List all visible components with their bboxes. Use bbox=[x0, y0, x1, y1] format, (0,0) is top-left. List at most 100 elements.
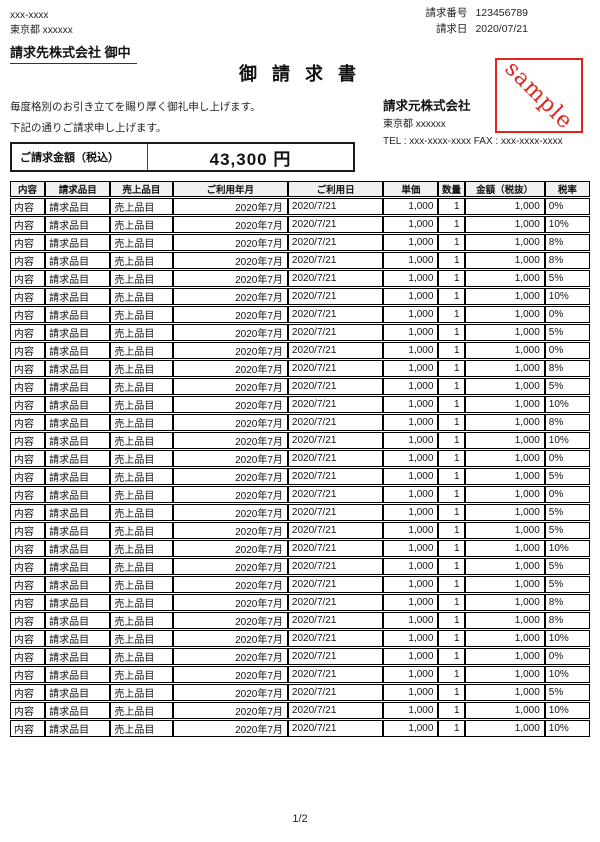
table-cell: 売上品目 bbox=[110, 594, 173, 611]
table-cell: 2020/7/21 bbox=[287, 198, 384, 215]
table-cell: 内容 bbox=[10, 486, 46, 503]
table-cell: 請求品目 bbox=[45, 522, 111, 539]
table-cell: 売上品目 bbox=[110, 342, 173, 359]
table-cell: 1,000 bbox=[464, 540, 545, 557]
table-cell: 2020年7月 bbox=[172, 720, 288, 737]
table-cell: 売上品目 bbox=[110, 684, 173, 701]
table-cell: 内容 bbox=[10, 540, 46, 557]
table-cell: 2020年7月 bbox=[172, 612, 288, 629]
table-cell: 2020年7月 bbox=[172, 468, 288, 485]
table-cell: 2020年7月 bbox=[172, 396, 288, 413]
table-cell: 2020/7/21 bbox=[287, 720, 384, 737]
table-cell: 8% bbox=[544, 252, 590, 269]
items-table-wrap: 内容 請求品目 売上品目 ご利用年月 ご利用日 単価 数量 金額（税抜） 税率 … bbox=[10, 180, 590, 738]
table-row: 内容 請求品目 売上品目 2020年7月 2020/7/21 1,000 1 1,000 5% bbox=[10, 378, 590, 395]
table-cell: 2020年7月 bbox=[172, 342, 288, 359]
table-row: 内容 請求品目 売上品目 2020年7月 2020/7/21 1,000 1 1,000 10% bbox=[10, 540, 590, 557]
table-cell: 1 bbox=[438, 198, 465, 215]
table-cell: 売上品目 bbox=[110, 666, 173, 683]
table-cell: 請求品目 bbox=[45, 216, 111, 233]
table-cell: 2020/7/21 bbox=[287, 468, 384, 485]
table-cell: 請求品目 bbox=[45, 288, 111, 305]
table-cell: 2020年7月 bbox=[172, 234, 288, 251]
table-cell: 1,000 bbox=[464, 234, 545, 251]
table-cell: 1 bbox=[438, 702, 465, 719]
table-cell: 2020/7/21 bbox=[287, 630, 384, 647]
table-cell: 2020/7/21 bbox=[287, 702, 384, 719]
table-cell: 10% bbox=[544, 666, 590, 683]
table-cell: 2020/7/21 bbox=[287, 306, 384, 323]
table-cell: 内容 bbox=[10, 504, 46, 521]
table-cell: 2020年7月 bbox=[172, 630, 288, 647]
greeting-block: 毎度格別のお引き立てを賜り厚く御礼申し上げます。 下記の通りご請求申し上げます。 bbox=[10, 97, 261, 139]
table-cell: 0% bbox=[544, 198, 590, 215]
table-cell: 請求品目 bbox=[45, 360, 111, 377]
table-cell: 2020/7/21 bbox=[287, 270, 384, 287]
table-cell: 0% bbox=[544, 450, 590, 467]
table-cell: 1,000 bbox=[383, 702, 439, 719]
column-header-content: 内容 bbox=[10, 181, 46, 197]
table-cell: 1 bbox=[438, 630, 465, 647]
table-row: 内容 請求品目 売上品目 2020年7月 2020/7/21 1,000 1 1,000 5% bbox=[10, 324, 590, 341]
table-cell: 売上品目 bbox=[110, 252, 173, 269]
items-table: 内容 請求品目 売上品目 ご利用年月 ご利用日 単価 数量 金額（税抜） 税率 … bbox=[10, 180, 590, 738]
table-cell: 0% bbox=[544, 648, 590, 665]
table-cell: 請求品目 bbox=[45, 612, 111, 629]
table-cell: 1 bbox=[438, 720, 465, 737]
table-cell: 請求品目 bbox=[45, 450, 111, 467]
table-cell: 1 bbox=[438, 486, 465, 503]
table-cell: 請求品目 bbox=[45, 270, 111, 287]
invoice-date-value: 2020/07/21 bbox=[475, 23, 528, 35]
table-cell: 1 bbox=[438, 648, 465, 665]
table-row: 内容 請求品目 売上品目 2020年7月 2020/7/21 1,000 1 1,000 5% bbox=[10, 522, 590, 539]
table-cell: 0% bbox=[544, 306, 590, 323]
table-cell: 2020年7月 bbox=[172, 360, 288, 377]
table-cell: 1 bbox=[438, 450, 465, 467]
table-cell: 5% bbox=[544, 504, 590, 521]
table-cell: 内容 bbox=[10, 288, 46, 305]
table-cell: 請求品目 bbox=[45, 324, 111, 341]
table-row: 内容 請求品目 売上品目 2020年7月 2020/7/21 1,000 1 1,000 10% bbox=[10, 432, 590, 449]
table-cell: 1,000 bbox=[383, 360, 439, 377]
greeting-line-2: 下記の通りご請求申し上げます。 bbox=[10, 122, 167, 134]
table-cell: 内容 bbox=[10, 720, 46, 737]
table-cell: 1,000 bbox=[383, 576, 439, 593]
table-cell: 売上品目 bbox=[110, 612, 173, 629]
column-header-unit-price: 単価 bbox=[383, 181, 439, 197]
table-cell: 5% bbox=[544, 468, 590, 485]
table-cell: 1 bbox=[438, 666, 465, 683]
table-cell: 1,000 bbox=[383, 630, 439, 647]
table-cell: 1,000 bbox=[464, 378, 545, 395]
table-cell: 売上品目 bbox=[110, 540, 173, 557]
table-cell: 1,000 bbox=[464, 720, 545, 737]
greeting-line-1: 毎度格別のお引き立てを賜り厚く御礼申し上げます。 bbox=[10, 101, 261, 113]
table-cell: 1 bbox=[438, 234, 465, 251]
table-row: 内容 請求品目 売上品目 2020年7月 2020/7/21 1,000 1 1,000 0% bbox=[10, 450, 590, 467]
issuer-block: 請求元株式会社 東京都 xxxxxx TEL : xxx-xxxx-xxxx F… bbox=[383, 98, 593, 149]
table-cell: 1,000 bbox=[383, 612, 439, 629]
table-cell: 2020年7月 bbox=[172, 576, 288, 593]
column-header-usage-month: ご利用年月 bbox=[172, 181, 288, 197]
table-cell: 2020/7/21 bbox=[287, 288, 384, 305]
recipient-address: 東京都 xxxxxx bbox=[10, 25, 73, 36]
table-cell: 1,000 bbox=[383, 486, 439, 503]
table-cell: 売上品目 bbox=[110, 648, 173, 665]
table-cell: 1,000 bbox=[383, 288, 439, 305]
table-cell: 5% bbox=[544, 558, 590, 575]
table-cell: 請求品目 bbox=[45, 432, 111, 449]
table-cell: 1,000 bbox=[383, 594, 439, 611]
table-cell: 2020年7月 bbox=[172, 288, 288, 305]
table-cell: 売上品目 bbox=[110, 468, 173, 485]
table-cell: 1 bbox=[438, 684, 465, 701]
table-cell: 内容 bbox=[10, 306, 46, 323]
table-cell: 8% bbox=[544, 234, 590, 251]
table-cell: 売上品目 bbox=[110, 630, 173, 647]
table-cell: 2020年7月 bbox=[172, 306, 288, 323]
table-cell: 10% bbox=[544, 432, 590, 449]
table-row: 内容 請求品目 売上品目 2020年7月 2020/7/21 1,000 1 1,000 10% bbox=[10, 288, 590, 305]
table-cell: 1 bbox=[438, 396, 465, 413]
table-row: 内容 請求品目 売上品目 2020年7月 2020/7/21 1,000 1 1,000 8% bbox=[10, 612, 590, 629]
table-cell: 10% bbox=[544, 216, 590, 233]
table-cell: 売上品目 bbox=[110, 414, 173, 431]
table-cell: 内容 bbox=[10, 378, 46, 395]
